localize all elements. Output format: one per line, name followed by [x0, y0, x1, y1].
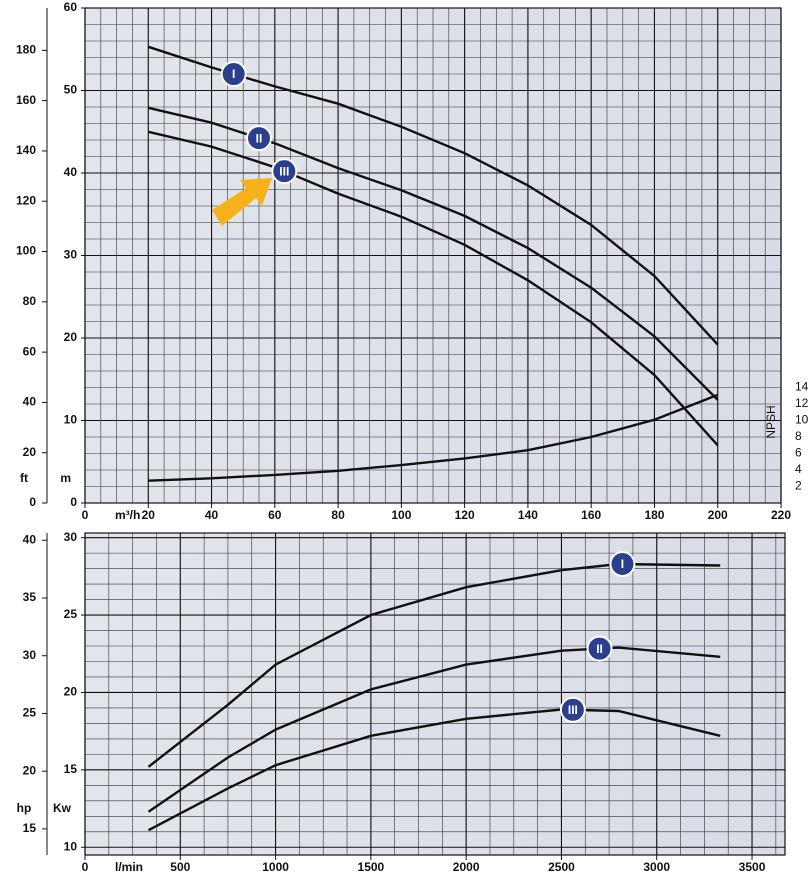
curve-label: I [232, 67, 235, 81]
y2-tick-label: 4 [795, 462, 802, 476]
x-axis-label: l/min [115, 860, 143, 874]
y2-tick-label: 12 [795, 396, 809, 410]
outer-y-tick-label: 40 [23, 395, 37, 409]
curve-label: III [279, 164, 289, 178]
x-tick-label: 160 [581, 508, 601, 522]
y-tick-label: 10 [64, 839, 78, 853]
curve-badge [609, 551, 636, 578]
outer-y-tick-label: 140 [16, 143, 36, 157]
x-tick-label: 3500 [739, 860, 766, 874]
curve [147, 562, 721, 768]
x-axis-label: m³/h [115, 508, 140, 522]
y2-tick-label: 8 [795, 429, 802, 443]
outer-y-tick-label: 80 [23, 294, 37, 308]
y2-tick-label: 14 [795, 380, 809, 394]
y-tick-label: 20 [64, 685, 78, 699]
curve-badge [246, 125, 272, 152]
curve-label: I [621, 557, 624, 571]
outer-y-tick-label: 30 [23, 648, 37, 662]
outer-y-tick-label: 160 [16, 93, 36, 107]
layer: 0 20 40 60 80 100 120 140 160 180 200 220m³/h010203… [16, 0, 809, 874]
outer-y-tick-label: 40 [23, 532, 37, 546]
x-tick-label: 200 [708, 508, 728, 522]
x-tick-label: 2500 [548, 860, 575, 874]
y-tick-label: 50 [64, 83, 78, 97]
outer-y-tick-label: 100 [16, 244, 36, 258]
y2-axis-label: NPSH [764, 405, 778, 438]
outer-y-tick-label: 15 [23, 821, 37, 835]
y2-tick-label: 6 [795, 446, 802, 460]
outer-y-tick-label: 35 [23, 590, 37, 604]
y-tick-label: 15 [64, 762, 78, 776]
x-tick-label: 60 [268, 508, 282, 522]
y2-tick-label: 2 [795, 479, 802, 493]
pointer-arrow [212, 178, 272, 226]
outer-y-tick-label: 120 [16, 193, 36, 207]
curve-label: III [568, 703, 578, 717]
x-tick-label: 120 [455, 508, 475, 522]
outer-y-axis-label: ft [20, 471, 28, 485]
x-tick-label: 0 [82, 860, 89, 874]
outer-y-tick-label: 25 [23, 706, 37, 720]
x-tick-label: 3000 [643, 860, 670, 874]
curve-badge [586, 635, 613, 662]
curve-badge [559, 696, 586, 723]
curve [148, 106, 719, 401]
y-tick-label: 0 [70, 495, 77, 509]
x-tick-label: 80 [331, 508, 345, 522]
outer-y-tick-label: 60 [23, 344, 37, 358]
curve-label: II [256, 131, 263, 145]
curve [148, 130, 719, 447]
x-tick-label: 180 [644, 508, 664, 522]
x-tick-label: 20 [142, 508, 156, 522]
curve-badge [271, 158, 298, 185]
curve-badge [220, 61, 247, 88]
x-tick-label: 1000 [262, 860, 289, 874]
y-axis-label: Kw [53, 801, 72, 815]
x-tick-label: 40 [205, 508, 219, 522]
y-tick-label: 40 [64, 165, 78, 179]
curve [147, 708, 721, 832]
outer-y-tick-label: 20 [23, 445, 37, 459]
x-tick-label: 0 [82, 508, 89, 522]
y-tick-label: 30 [64, 530, 78, 544]
y-tick-label: 25 [64, 607, 78, 621]
y-tick-label: 60 [64, 0, 78, 14]
curve-label: II [596, 642, 603, 656]
y-tick-label: 20 [64, 330, 78, 344]
outer-y-tick-label: 20 [23, 763, 37, 777]
y-tick-label: 10 [64, 413, 78, 427]
x-tick-label: 220 [771, 508, 791, 522]
x-tick-label: 500 [170, 860, 190, 874]
outer-y-axis-label: hp [17, 801, 32, 815]
curve [148, 393, 719, 482]
x-tick-label: 100 [391, 508, 411, 522]
plot-area [85, 533, 785, 855]
outer-y-tick-label: 180 [16, 43, 36, 57]
x-tick-label: 2000 [453, 860, 480, 874]
x-tick-label: 140 [518, 508, 538, 522]
y2-tick-label: 10 [795, 413, 809, 427]
x-tick-label: 1500 [358, 860, 385, 874]
outer-y-tick-label: 0 [29, 495, 36, 509]
y-tick-label: 30 [64, 248, 78, 262]
y-axis-label: m [60, 471, 71, 485]
